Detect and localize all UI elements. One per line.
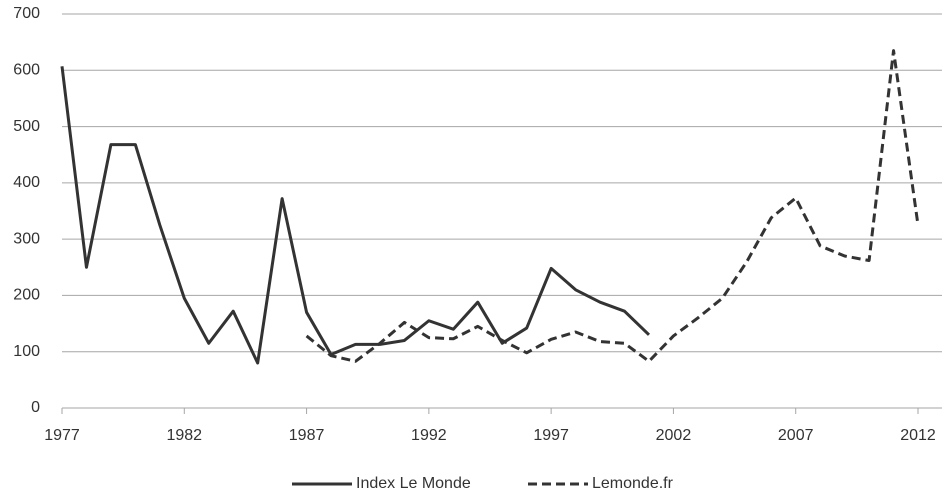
x-tick-label: 1987 [289, 427, 325, 444]
x-tick-label: 1982 [166, 427, 202, 444]
series-line [60, 66, 651, 365]
y-tick-label: 300 [13, 230, 40, 247]
y-tick-label: 700 [13, 5, 40, 22]
x-tick-label: 2007 [778, 427, 814, 444]
y-tick-label: 100 [13, 343, 40, 360]
y-tick-label: 400 [13, 174, 40, 191]
x-tick-label: 1992 [411, 427, 447, 444]
y-tick-label: 600 [13, 62, 40, 79]
legend-label: Index Le Monde [356, 475, 471, 492]
x-tick-label: 1977 [44, 427, 80, 444]
legend-label: Lemonde.fr [592, 475, 674, 492]
x-tick-label: 2012 [900, 427, 936, 444]
x-tick-label: 2002 [656, 427, 692, 444]
x-tick-label: 1997 [533, 427, 569, 444]
y-tick-label: 0 [31, 399, 40, 416]
y-tick-label: 200 [13, 287, 40, 304]
y-tick-label: 500 [13, 118, 40, 135]
series-line [305, 49, 920, 363]
